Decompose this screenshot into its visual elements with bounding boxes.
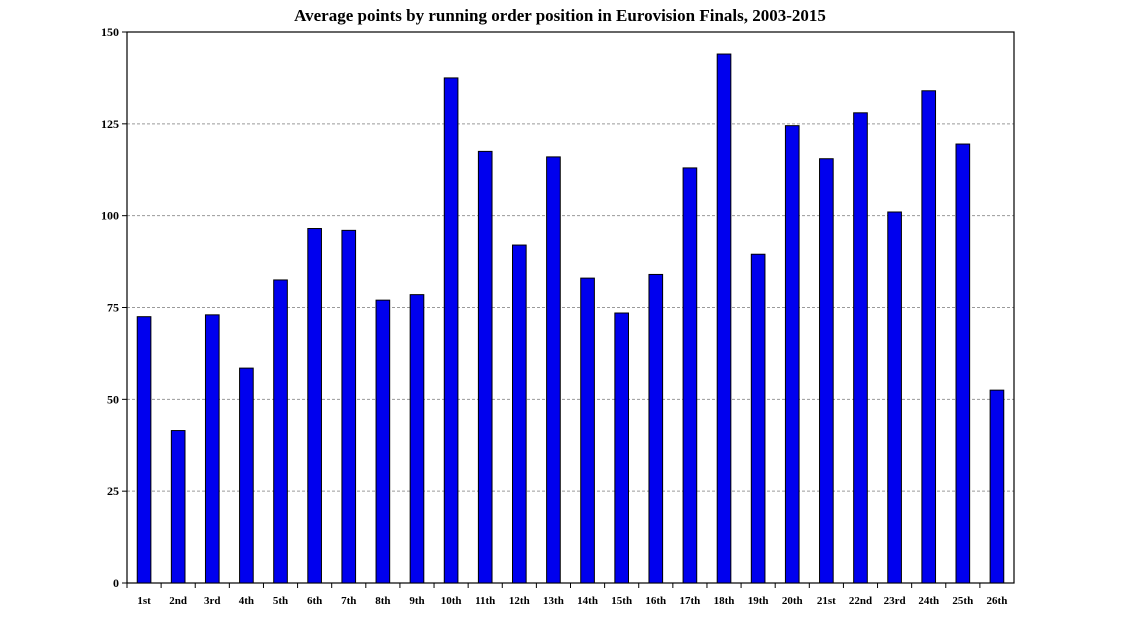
bar-2nd: [170, 430, 186, 584]
x-tick-label: 12th: [509, 595, 530, 607]
x-tick-label: 17th: [680, 595, 701, 607]
bar-13th: [546, 156, 561, 584]
x-tick-label: 5th: [273, 595, 288, 607]
x-tick-label: 4th: [239, 595, 254, 607]
bar-19th: [750, 253, 766, 584]
bar-26th: [989, 389, 1005, 584]
bar-17th: [682, 167, 698, 584]
bar-22nd: [853, 112, 868, 584]
x-tick-label: 24th: [918, 595, 939, 607]
x-tick-label: 6th: [307, 595, 322, 607]
bar-20th: [784, 125, 800, 584]
x-tick-label: 7th: [341, 595, 356, 607]
x-tick-label: 16th: [645, 595, 666, 607]
x-axis-ticks: 1st 2nd 3rd 4th 5th 6th 7th 8th 9th 10th 11th 12th 1…: [126, 583, 1008, 607]
y-tick-label: 125: [101, 117, 119, 131]
x-tick-label: 13th: [543, 595, 564, 607]
x-tick-label: 23rd: [884, 595, 906, 607]
x-tick-label: 14th: [577, 595, 598, 607]
bar-23rd: [887, 211, 902, 584]
x-tick-label: 1st: [137, 595, 151, 607]
y-tick-label: 75: [107, 301, 119, 315]
bar-11th: [477, 150, 493, 584]
bar-16th: [648, 273, 664, 584]
bar-18th: [716, 53, 732, 584]
bar-8th: [375, 299, 391, 584]
bar-21st: [819, 158, 834, 584]
x-tick-label: 20th: [782, 595, 803, 607]
x-tick-label: 26th: [987, 595, 1008, 607]
x-tick-label: 2nd: [169, 595, 187, 607]
x-tick-label: 15th: [611, 595, 632, 607]
y-tick-label: 25: [107, 484, 119, 498]
x-tick-label: 9th: [409, 595, 424, 607]
y-tick-label: 150: [101, 25, 119, 39]
bar-3rd: [204, 314, 220, 584]
x-tick-label: 25th: [952, 595, 973, 607]
x-tick-label: 22nd: [849, 595, 872, 607]
bar-6th: [307, 228, 322, 584]
x-tick-label: 19th: [748, 595, 769, 607]
x-tick-label: 10th: [441, 595, 462, 607]
bar-5th: [273, 279, 288, 584]
bar-15th: [614, 312, 629, 584]
x-tick-label: 21st: [817, 595, 836, 607]
y-tick-label: 0: [113, 576, 119, 590]
gridlines: [127, 123, 1014, 492]
bar-12th: [512, 244, 527, 584]
bar-4th: [239, 367, 254, 584]
y-tick-label: 100: [101, 209, 119, 223]
x-tick-label: 3rd: [204, 595, 221, 607]
bar-9th: [409, 294, 425, 584]
x-tick-label: 8th: [375, 595, 390, 607]
bar-10th: [443, 77, 459, 584]
y-tick-label: 50: [107, 392, 119, 406]
bars: [136, 53, 1005, 584]
bar-25th: [955, 143, 971, 584]
bar-14th: [580, 277, 595, 584]
x-tick-label: 18th: [714, 595, 735, 607]
chart-title: Average points by running order position…: [294, 6, 826, 25]
bar-24th: [921, 90, 937, 584]
bar-7th: [341, 229, 357, 584]
bar-1st: [136, 316, 152, 584]
x-tick-label: 11th: [475, 595, 495, 607]
y-axis-ticks: 0 25 50 75 100 125 150: [101, 25, 127, 590]
plot-area-frame: [126, 31, 1015, 584]
